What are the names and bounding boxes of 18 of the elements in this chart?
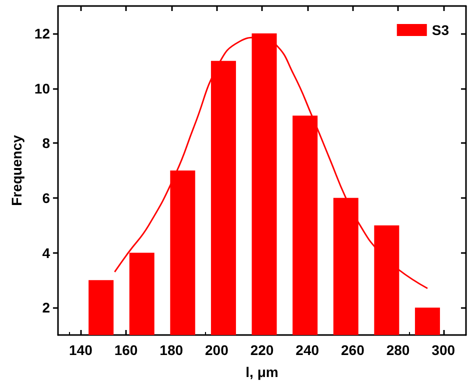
y-axis-title: Frequency	[8, 134, 25, 206]
x-tick-label: 200	[204, 342, 229, 358]
x-tick-label: 180	[160, 342, 184, 358]
y-tick-label: 2	[42, 300, 50, 316]
legend-label: S3	[432, 22, 450, 38]
y-tick-label: 6	[42, 190, 50, 206]
x-tick-label: 240	[296, 342, 320, 358]
x-tick-label: 140	[68, 342, 93, 358]
x-axis-title: l, μm	[246, 364, 278, 380]
x-tick-label: 160	[114, 342, 138, 358]
y-tick-label: 10	[34, 80, 50, 96]
x-tick-label: 280	[386, 342, 410, 358]
y-tick-label: 4	[42, 244, 50, 261]
y-tick-label: 12	[34, 25, 50, 42]
x-tick-label: 260	[340, 342, 365, 358]
x-tick-label: 220	[250, 342, 274, 358]
x-tick-label: 300	[432, 342, 456, 358]
y-tick-label: 8	[42, 135, 50, 152]
